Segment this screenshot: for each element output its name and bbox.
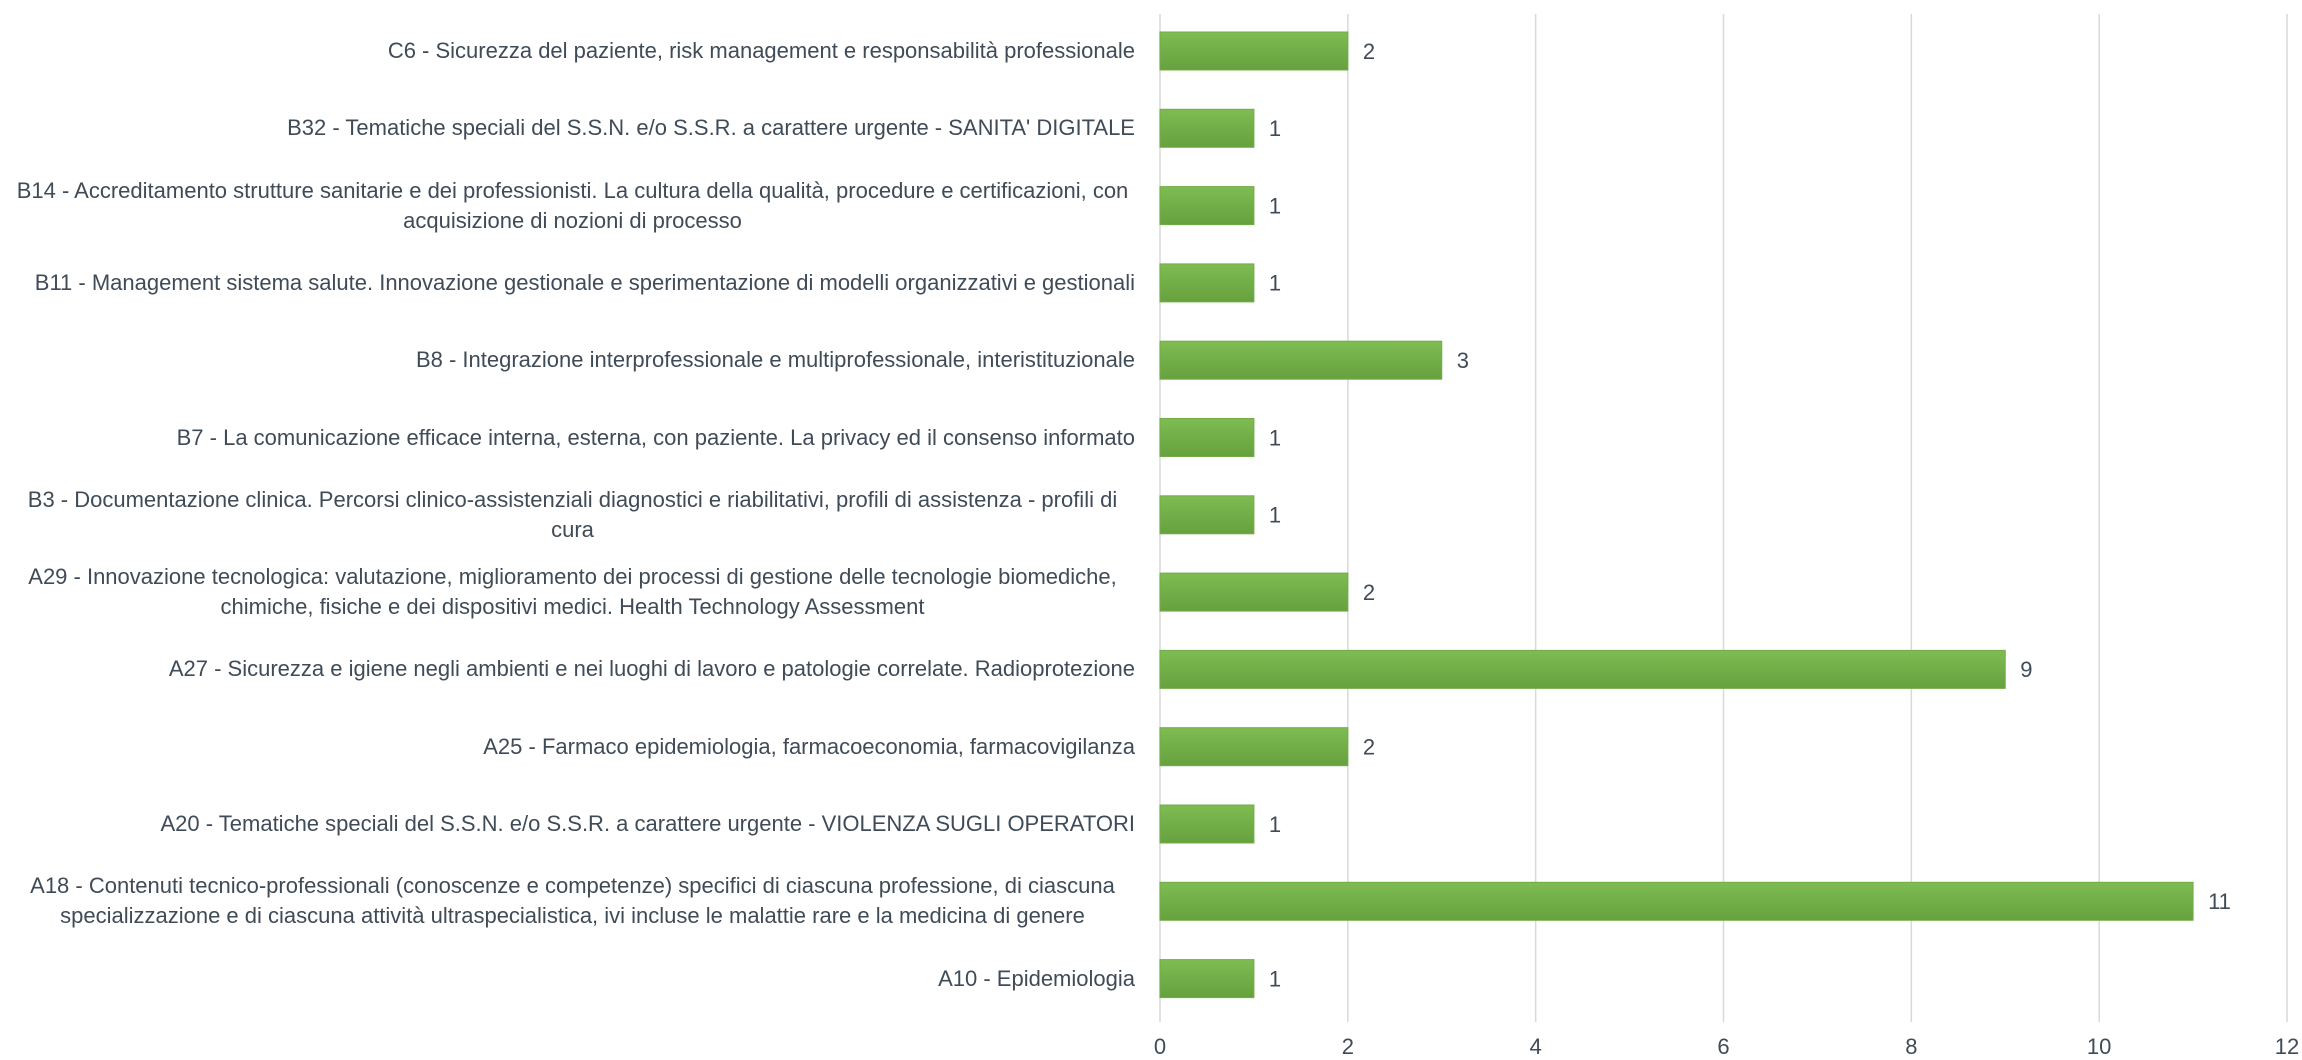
value-label: 1 xyxy=(1269,193,1281,218)
value-label: 11 xyxy=(2208,889,2231,914)
bar xyxy=(1159,186,1255,226)
bar xyxy=(1159,340,1443,380)
category-text: A29 - Innovazione tecnologica: valutazio… xyxy=(28,564,1117,620)
x-tick-label: 12 xyxy=(2275,1034,2299,1059)
value-label: 1 xyxy=(1269,116,1281,141)
bar xyxy=(1159,649,2006,689)
value-label: 9 xyxy=(2020,657,2032,682)
category-text: B14 - Accreditamento strutture sanitarie… xyxy=(16,177,1129,233)
category-text: A25 - Farmaco epidemiologia, farmacoecon… xyxy=(483,733,1135,759)
category-label: B11 - Management sistema salute. Innovaz… xyxy=(10,268,1135,298)
category-text: A18 - Contenuti tecnico-professionali (c… xyxy=(30,873,1115,929)
bar xyxy=(1159,727,1349,767)
x-tick-label: 4 xyxy=(1530,1034,1542,1059)
x-tick-label: 10 xyxy=(2087,1034,2111,1059)
value-label: 1 xyxy=(1269,271,1281,296)
bar xyxy=(1159,804,1255,844)
category-label: A29 - Innovazione tecnologica: valutazio… xyxy=(10,562,1135,622)
category-label: A27 - Sicurezza e igiene negli ambienti … xyxy=(10,654,1135,684)
value-label: 1 xyxy=(1269,503,1281,528)
category-label: B8 - Integrazione interprofessionale e m… xyxy=(10,345,1135,375)
category-text: A27 - Sicurezza e igiene negli ambienti … xyxy=(168,656,1135,682)
category-text: C6 - Sicurezza del paziente, risk manage… xyxy=(387,38,1135,63)
x-tick-label: 2 xyxy=(1342,1034,1354,1059)
category-label: A20 - Tematiche speciali del S.S.N. e/o … xyxy=(10,809,1135,839)
category-text: A10 - Epidemiologia xyxy=(938,965,1135,991)
value-label: 2 xyxy=(1363,735,1375,760)
category-label: B7 - La comunicazione efficace interna, … xyxy=(10,423,1135,453)
x-tick-label: 6 xyxy=(1717,1034,1729,1059)
value-label: 2 xyxy=(1363,39,1375,64)
category-label: A10 - Epidemiologia xyxy=(10,964,1135,994)
bar xyxy=(1159,108,1255,148)
bar xyxy=(1159,263,1255,303)
category-label: A18 - Contenuti tecnico-professionali (c… xyxy=(10,871,1135,931)
bar xyxy=(1159,418,1255,457)
bar xyxy=(1159,495,1255,535)
category-text: B8 - Integrazione interprofessionale e m… xyxy=(415,347,1135,373)
bar xyxy=(1159,881,2194,921)
x-tick-label: 8 xyxy=(1905,1034,1917,1059)
category-label: C6 - Sicurezza del paziente, risk manage… xyxy=(10,36,1135,66)
category-label: B14 - Accreditamento strutture sanitarie… xyxy=(10,176,1135,236)
x-tick-label: 0 xyxy=(1154,1034,1166,1059)
category-text: B7 - La comunicazione efficace interna, … xyxy=(176,424,1135,450)
category-text: B3 - Documentazione clinica. Percorsi cl… xyxy=(27,486,1118,542)
value-label: 1 xyxy=(1269,425,1281,450)
value-label: 1 xyxy=(1269,812,1281,837)
bar xyxy=(1159,572,1349,612)
category-label: A25 - Farmaco epidemiologia, farmacoecon… xyxy=(10,732,1135,762)
value-label: 3 xyxy=(1457,348,1469,373)
bar xyxy=(1159,31,1349,71)
bar xyxy=(1159,959,1255,999)
category-text: A20 - Tematiche speciali del S.S.N. e/o … xyxy=(160,811,1135,836)
category-text: B32 - Tematiche speciali del S.S.N. e/o … xyxy=(287,115,1135,141)
category-label: B3 - Documentazione clinica. Percorsi cl… xyxy=(10,485,1135,545)
category-text: B11 - Management sistema salute. Innovaz… xyxy=(34,269,1135,295)
value-label: 2 xyxy=(1363,580,1375,605)
value-label: 1 xyxy=(1269,966,1281,991)
category-label: B32 - Tematiche speciali del S.S.N. e/o … xyxy=(10,113,1135,143)
